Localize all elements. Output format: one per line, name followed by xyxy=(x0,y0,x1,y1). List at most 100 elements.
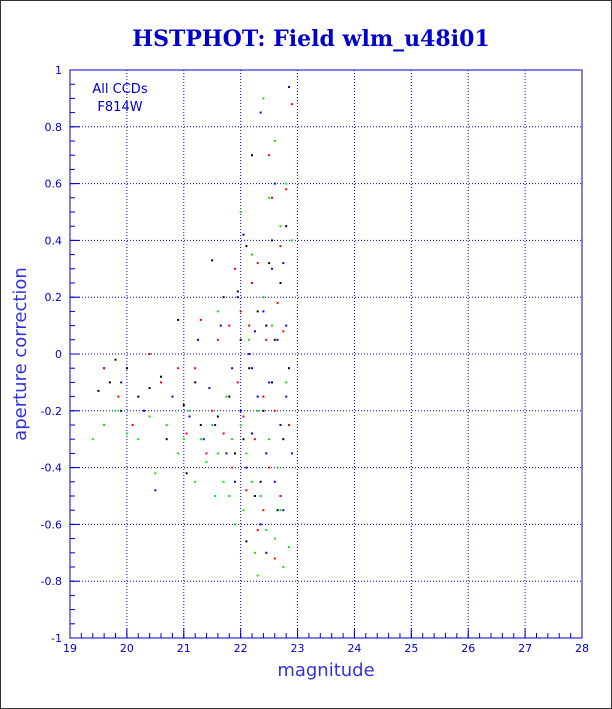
data-point xyxy=(242,415,245,418)
data-point xyxy=(251,432,253,435)
data-point xyxy=(205,460,208,463)
data-point xyxy=(262,97,265,100)
data-point xyxy=(205,452,208,455)
data-point xyxy=(273,480,276,483)
data-point xyxy=(154,472,157,475)
x-tick-label: 19 xyxy=(63,642,77,655)
y-tick-label: 0.4 xyxy=(45,234,63,247)
data-point xyxy=(211,409,214,412)
data-point xyxy=(245,452,248,455)
x-tick-label: 26 xyxy=(461,642,475,655)
data-point xyxy=(194,367,197,370)
data-point xyxy=(188,409,191,412)
x-tick-labels: 19 20 21 22 23 24 25 26 27 28 xyxy=(63,642,589,655)
data-point xyxy=(259,523,262,526)
data-point xyxy=(268,154,271,157)
data-point xyxy=(177,367,180,370)
data-point xyxy=(211,259,214,262)
y-tick-label: 1 xyxy=(55,64,62,77)
data-point xyxy=(114,358,117,361)
data-point xyxy=(265,551,268,554)
data-point xyxy=(216,310,219,313)
data-point xyxy=(248,324,251,327)
data-point xyxy=(282,509,285,512)
data-point xyxy=(268,262,271,265)
data-point xyxy=(285,182,288,185)
data-point xyxy=(211,424,214,426)
x-tick-label: 23 xyxy=(291,642,305,655)
data-point xyxy=(276,338,279,341)
data-point xyxy=(268,381,271,384)
data-point xyxy=(202,438,205,441)
y-tick-label: -1 xyxy=(51,632,62,645)
data-point xyxy=(290,103,293,106)
x-tick-label: 21 xyxy=(177,642,191,655)
data-point xyxy=(256,310,259,313)
data-point xyxy=(245,466,248,469)
data-point xyxy=(91,438,94,441)
data-point xyxy=(279,282,282,284)
data-point xyxy=(194,381,197,384)
data-point xyxy=(245,489,248,492)
data-point xyxy=(290,239,293,242)
data-point xyxy=(216,452,219,455)
data-point xyxy=(271,239,273,242)
data-point xyxy=(185,432,188,435)
chart-title: HSTPHOT: Field wlm_u48i01 xyxy=(132,26,489,52)
data-point xyxy=(148,353,151,355)
data-point xyxy=(234,452,236,455)
data-point xyxy=(251,282,253,284)
data-point xyxy=(282,438,285,441)
data-point xyxy=(276,301,279,304)
data-point xyxy=(251,253,253,256)
data-point xyxy=(208,387,211,390)
x-tick-label: 28 xyxy=(575,642,589,655)
data-point xyxy=(103,424,106,426)
data-point xyxy=(262,296,265,299)
data-point xyxy=(271,381,273,384)
x-tick-label: 20 xyxy=(120,642,134,655)
data-point xyxy=(290,452,293,455)
data-point xyxy=(273,537,276,540)
data-point xyxy=(285,225,288,228)
data-point xyxy=(271,196,273,199)
data-point xyxy=(234,523,236,526)
data-point xyxy=(231,438,234,441)
data-point xyxy=(242,438,245,441)
x-tick-label: 27 xyxy=(518,642,532,655)
data-point xyxy=(251,154,253,157)
y-tick-label: -0.4 xyxy=(41,462,62,475)
data-point xyxy=(125,367,128,370)
data-point xyxy=(143,409,145,412)
data-point xyxy=(236,296,239,299)
data-point xyxy=(265,529,268,532)
grid-lines xyxy=(70,70,582,638)
data-point xyxy=(253,438,256,441)
data-point xyxy=(268,438,271,441)
data-point xyxy=(288,86,290,88)
data-point xyxy=(279,424,282,426)
data-point xyxy=(262,409,265,412)
data-point xyxy=(148,415,151,418)
data-point xyxy=(253,495,256,497)
data-point xyxy=(288,424,290,426)
data-point xyxy=(160,375,162,378)
data-point xyxy=(182,438,185,441)
y-tick-labels: -1 -0.8 -0.6 -0.4 -0.2 0 0.2 0.4 0.6 0.8 1 xyxy=(41,64,62,645)
data-point xyxy=(197,338,199,341)
data-point xyxy=(165,438,168,441)
data-point xyxy=(222,480,225,483)
data-point xyxy=(239,409,242,412)
data-point xyxy=(242,509,245,512)
data-point xyxy=(256,395,259,398)
data-point xyxy=(262,310,265,313)
data-point xyxy=(273,182,276,185)
data-point xyxy=(282,262,285,265)
data-point xyxy=(216,415,219,418)
data-point xyxy=(256,262,259,265)
data-point xyxy=(185,472,188,475)
data-point xyxy=(279,245,282,248)
data-point xyxy=(276,509,279,512)
